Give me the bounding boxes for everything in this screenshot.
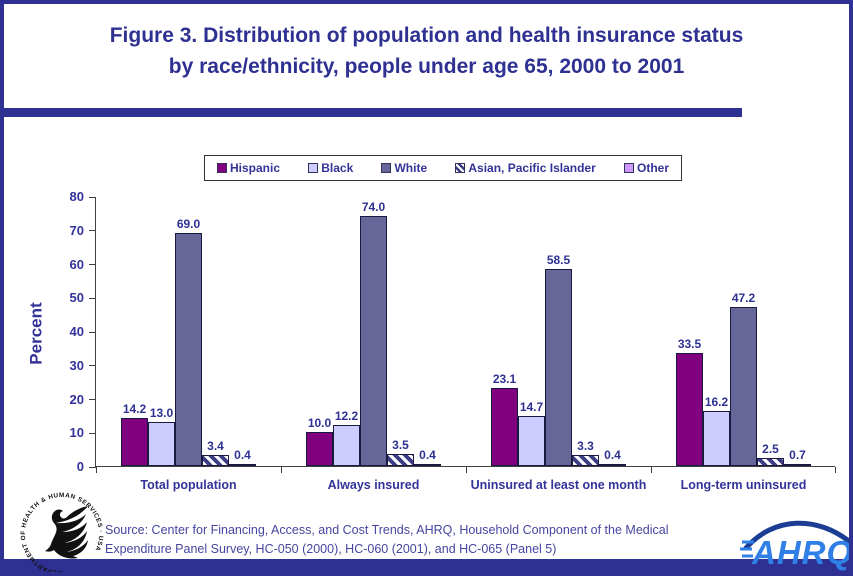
bar-other	[599, 464, 626, 466]
bar-black	[148, 422, 175, 466]
bar-hispanic	[121, 418, 148, 466]
title-line-1: Figure 3. Distribution of population and…	[109, 24, 744, 47]
y-tick	[89, 196, 96, 198]
bar-hispanic	[491, 388, 518, 466]
bar-value-label: 16.2	[704, 395, 729, 410]
legend-label: Black	[321, 161, 354, 175]
source-note: Source: Center for Financing, Access, an…	[105, 521, 735, 559]
bar-asian-pacific-islander	[757, 457, 784, 466]
plot-area: 0 10 20 30 40 50 60 70 80 Total population 14.2 13.…	[70, 189, 836, 492]
bar-value-label: 33.5	[677, 336, 702, 351]
title-line-2: by race/ethnicity, people under age 65, …	[168, 55, 685, 78]
bar-value-label: 58.5	[546, 252, 571, 267]
bar-value-label: 74.0	[361, 200, 386, 215]
x-tick	[96, 467, 97, 473]
legend-swatch	[308, 163, 319, 173]
y-tick	[89, 264, 96, 265]
bar-white	[175, 233, 202, 466]
x-tick	[281, 467, 282, 473]
legend-item-other: Other	[623, 161, 669, 175]
bar-value-label: 0.4	[419, 448, 436, 462]
bar-value-label: 69.0	[176, 217, 201, 232]
category-label: Always insured	[327, 478, 420, 492]
x-tick	[651, 467, 652, 473]
legend-label: Asian, Pacific Islander	[468, 161, 596, 175]
legend-label: Hispanic	[230, 161, 281, 175]
y-tick	[89, 466, 96, 468]
bar-value-label: 3.3	[577, 438, 594, 453]
category-label: Long-term uninsured	[680, 478, 807, 492]
y-tick-label: 80	[69, 189, 84, 204]
ahrq-logo-text: AHRQ	[751, 534, 853, 571]
title-divider-bar	[4, 108, 742, 117]
y-tick	[89, 331, 96, 333]
bar-value-label: 23.1	[492, 372, 517, 387]
y-tick	[89, 297, 96, 299]
bar-black	[703, 411, 730, 466]
y-tick-label: 50	[69, 290, 84, 306]
y-tick-label: 10	[69, 425, 84, 441]
y-tick-label: 40	[69, 324, 84, 339]
bar-value-label: 2.5	[762, 441, 779, 456]
bar-value-label: 0.4	[234, 448, 251, 462]
bar-value-label: 12.2	[334, 408, 359, 423]
bar-other	[784, 463, 811, 466]
bar-value-label: 13.0	[149, 406, 174, 421]
bar-white	[545, 268, 572, 466]
hhs-logo: DEPARTMENT OF HEALTH & HUMAN SERVICES · …	[20, 492, 103, 572]
bar-asian-pacific-islander	[572, 454, 599, 466]
bar-value-label: 14.2	[122, 402, 147, 417]
chart-legend: Hispanic Black White Asian, Pacific Islande…	[204, 155, 682, 181]
bar-value-label: 47.2	[731, 290, 756, 305]
bar-other	[414, 464, 441, 466]
bar-white	[360, 216, 387, 466]
legend-swatch	[623, 163, 634, 173]
bar-value-label: 0.7	[789, 447, 806, 462]
bottom-accent-bar	[4, 559, 849, 572]
source-line-2: Expenditure Panel Survey, HC-050 (2000),…	[105, 542, 557, 556]
source-line-1: Source: Center for Financing, Access, an…	[105, 523, 669, 537]
y-tick	[89, 365, 96, 367]
bar-other	[229, 464, 256, 466]
ahrq-arc	[743, 520, 849, 551]
bar-value-label: 14.7	[519, 400, 544, 415]
bar-value-label: 0.4	[604, 448, 621, 462]
bar-value-label: 10.0	[307, 416, 332, 431]
y-tick	[89, 230, 96, 232]
x-tick	[466, 467, 467, 473]
bar-value-label: 3.5	[392, 438, 409, 453]
bar-asian-pacific-islander	[202, 454, 229, 466]
legend-swatch	[455, 163, 466, 173]
bar-hispanic	[306, 432, 333, 466]
hhs-eagle-icon	[45, 506, 88, 559]
bar-black	[518, 416, 545, 466]
bar-white	[730, 306, 757, 466]
y-tick-label: 60	[69, 256, 84, 272]
bar-asian-pacific-islander	[387, 454, 414, 466]
page-title: Figure 3. Distribution of population and…	[34, 20, 819, 82]
bar-hispanic	[676, 352, 703, 466]
bar-value-label: 3.4	[207, 438, 224, 453]
category-label: Uninsured at least one month	[470, 478, 647, 492]
legend-swatch	[381, 163, 392, 173]
bar-black	[333, 424, 360, 466]
y-tick-label: 30	[69, 357, 84, 373]
y-tick-label: 20	[69, 391, 84, 407]
legend-label: Other	[636, 161, 669, 175]
legend-item-white: White	[381, 161, 427, 175]
category-label: Total population	[140, 478, 237, 492]
ahrq-logo: AHRQ	[740, 520, 853, 571]
y-tick	[89, 399, 96, 400]
x-tick	[835, 467, 836, 473]
legend-item-hispanic: Hispanic	[217, 161, 280, 175]
legend-item-black: Black	[308, 161, 353, 175]
legend-label: White	[394, 161, 428, 175]
y-tick-label: 70	[69, 222, 84, 238]
y-tick	[89, 432, 96, 434]
legend-swatch	[217, 163, 227, 173]
y-tick-label: 0	[76, 459, 84, 474]
legend-item-asian-pacific-islander: Asian, Pacific Islander	[455, 161, 596, 175]
